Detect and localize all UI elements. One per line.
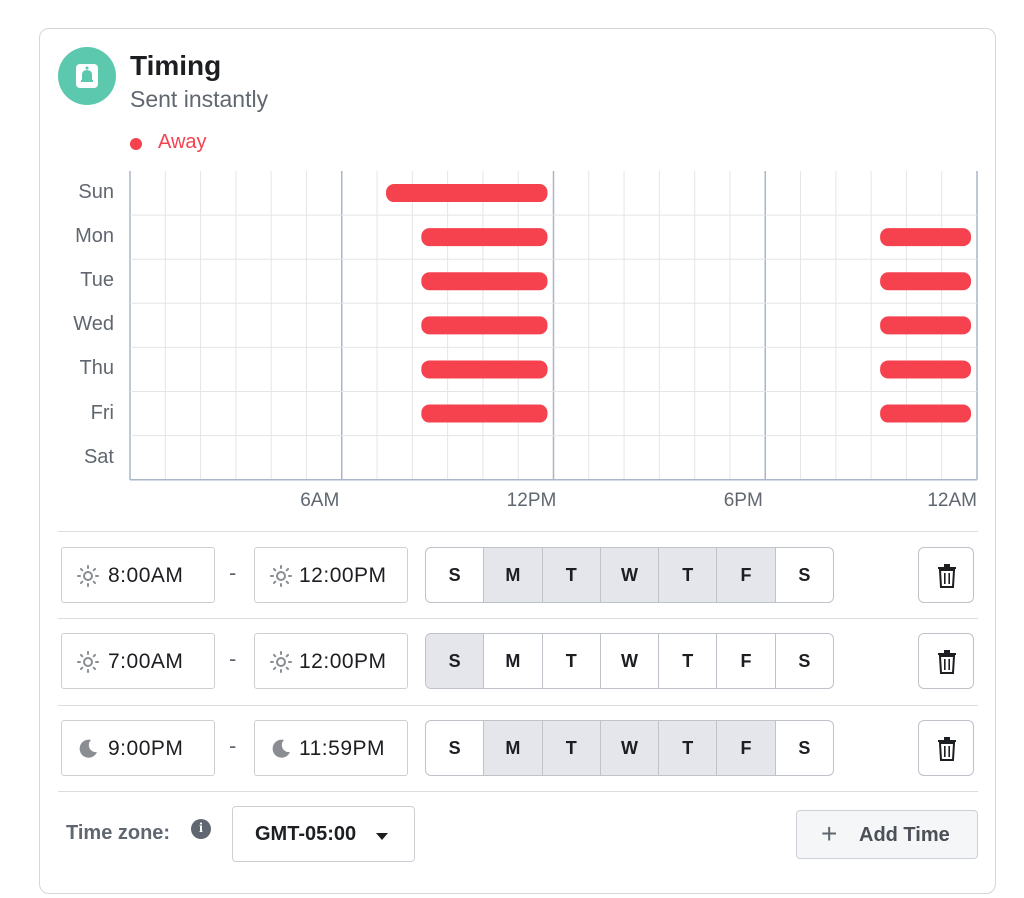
away-interval-bar <box>421 316 548 335</box>
day-toggle[interactable]: S <box>798 737 811 758</box>
delete-rule-button[interactable] <box>918 720 974 776</box>
day-toggle[interactable]: W <box>601 634 660 688</box>
legend-label: Away <box>158 131 207 153</box>
day-toggle[interactable]: S <box>426 548 485 602</box>
day-label: Sun <box>78 181 114 204</box>
range-separator: - <box>229 646 237 671</box>
moon-icon <box>76 737 100 761</box>
day-toggle[interactable]: S <box>426 634 485 688</box>
plus-icon: + <box>821 818 838 849</box>
away-interval-bar <box>880 228 971 247</box>
end-time-value: 11:59PM <box>299 737 385 760</box>
sun-icon <box>269 650 293 674</box>
divider <box>58 705 978 706</box>
day-toggle[interactable]: F <box>717 721 776 775</box>
x-tick-label: 12AM <box>927 490 977 511</box>
end-time-field[interactable]: 11:59PM <box>254 720 408 776</box>
away-interval-bar <box>421 360 548 379</box>
away-interval-bar <box>880 272 971 291</box>
day-toggle[interactable]: W <box>600 548 660 602</box>
end-time-value: 12:00PM <box>299 650 387 673</box>
x-tick-label: 12PM <box>506 490 557 511</box>
away-interval-bar <box>421 272 548 291</box>
delete-rule-button[interactable] <box>918 547 974 603</box>
start-time-value: 8:00AM <box>108 564 184 587</box>
day-toggle[interactable]: T <box>659 634 718 688</box>
day-toggle[interactable]: S <box>798 564 811 585</box>
timezone-label: Time zone: <box>66 822 171 844</box>
away-interval-bar <box>421 228 548 247</box>
day-toggle[interactable]: T <box>542 548 601 602</box>
away-interval-bar <box>880 360 971 379</box>
day-label: Wed <box>73 313 114 336</box>
section-title: Timing <box>130 50 222 81</box>
start-time-field[interactable]: 8:00AM <box>61 547 215 603</box>
schedule-chart <box>129 171 978 481</box>
divider <box>58 791 978 792</box>
day-label: Tue <box>80 269 114 292</box>
delete-rule-button[interactable] <box>918 633 974 689</box>
range-separator: - <box>229 560 237 585</box>
end-time-field[interactable]: 12:00PM <box>254 547 408 603</box>
day-toggle[interactable]: M <box>484 634 543 688</box>
moon-icon <box>269 737 293 761</box>
x-tick-label: 6AM <box>300 490 340 511</box>
start-time-value: 9:00PM <box>108 737 184 760</box>
day-label: Thu <box>79 357 114 380</box>
range-separator: - <box>229 733 237 758</box>
sun-icon <box>269 564 293 588</box>
divider <box>58 618 978 619</box>
sun-icon <box>76 650 100 674</box>
start-time-field[interactable]: 9:00PM <box>61 720 215 776</box>
day-label: Fri <box>90 401 114 424</box>
away-interval-bar <box>386 184 548 203</box>
day-toggle[interactable]: F <box>717 634 776 688</box>
day-toggle[interactable]: T <box>659 721 718 775</box>
timezone-dropdown[interactable]: GMT-05:00 <box>232 806 415 862</box>
start-time-field[interactable]: 7:00AM <box>61 633 215 689</box>
info-icon[interactable]: i <box>191 819 211 839</box>
away-interval-bar <box>880 404 971 423</box>
day-toggle[interactable]: T <box>542 721 601 775</box>
away-interval-bar <box>421 404 548 423</box>
start-time-value: 7:00AM <box>108 650 184 673</box>
end-time-field[interactable]: 12:00PM <box>254 633 408 689</box>
away-interval-bar <box>880 316 971 335</box>
day-toggle[interactable]: T <box>543 634 601 688</box>
divider <box>58 531 978 532</box>
day-toggle[interactable]: M <box>484 548 543 602</box>
day-toggle[interactable]: M <box>484 721 543 775</box>
section-subtitle: Sent instantly <box>130 86 269 112</box>
day-toggle[interactable]: T <box>659 548 718 602</box>
day-toggle[interactable]: S <box>426 721 485 775</box>
sun-icon <box>76 564 100 588</box>
day-label: Mon <box>75 225 114 248</box>
x-tick-label: 6PM <box>723 490 763 511</box>
day-toggle[interactable]: W <box>600 721 660 775</box>
add-time-button[interactable]: + Add Time <box>796 810 978 859</box>
end-time-value: 12:00PM <box>299 564 387 587</box>
caret-down-icon <box>376 833 388 840</box>
bell-icon <box>58 47 116 105</box>
day-label: Sat <box>83 445 114 468</box>
timezone-value: GMT-05:00 <box>255 823 357 845</box>
add-time-label: Add Time <box>859 824 950 846</box>
day-toggle[interactable]: S <box>798 650 811 671</box>
day-toggle[interactable]: F <box>717 548 776 602</box>
legend-swatch <box>130 138 142 150</box>
